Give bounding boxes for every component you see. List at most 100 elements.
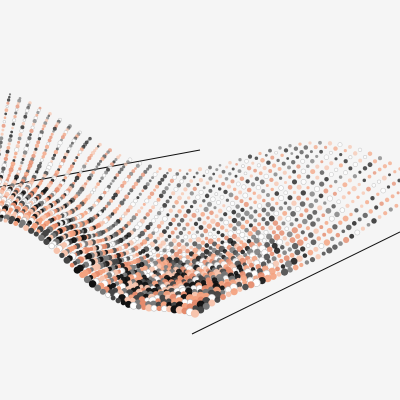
point: [280, 245, 285, 250]
point: [77, 153, 80, 157]
point: [167, 234, 172, 239]
point: [254, 248, 261, 256]
point: [162, 174, 168, 179]
point: [171, 238, 177, 244]
point: [192, 247, 199, 254]
point: [145, 304, 153, 312]
point: [164, 238, 169, 242]
point: [158, 193, 164, 199]
point: [19, 164, 23, 168]
point: [204, 193, 210, 199]
point: [180, 192, 185, 196]
point: [283, 201, 288, 205]
point: [171, 191, 176, 196]
point: [268, 148, 272, 153]
point: [102, 206, 107, 211]
point: [304, 154, 310, 159]
point: [277, 166, 282, 171]
point: [283, 148, 289, 153]
point: [352, 161, 358, 167]
point: [326, 247, 333, 254]
point: [248, 223, 253, 228]
point: [12, 118, 17, 123]
point: [223, 219, 229, 226]
point: [330, 236, 335, 242]
point: [148, 179, 152, 183]
point: [117, 186, 123, 192]
point: [321, 213, 326, 218]
point: [343, 149, 347, 153]
point: [287, 195, 293, 201]
point: [0, 149, 1, 152]
point: [287, 184, 293, 190]
point: [0, 140, 3, 145]
point: [138, 251, 143, 256]
point: [326, 227, 333, 234]
point: [302, 253, 308, 258]
point: [91, 170, 95, 175]
point: [274, 150, 278, 155]
point: [351, 185, 357, 192]
point: [165, 226, 170, 230]
point: [285, 241, 290, 247]
point: [383, 211, 388, 216]
point: [120, 183, 125, 188]
point: [185, 222, 190, 227]
point: [46, 116, 50, 120]
point: [119, 167, 124, 172]
point: [275, 266, 280, 272]
point: [285, 215, 292, 222]
point: [305, 197, 310, 201]
point: [294, 206, 301, 212]
point: [258, 151, 262, 156]
point: [360, 226, 365, 231]
point: [197, 167, 203, 172]
point: [106, 167, 110, 172]
point: [288, 175, 292, 179]
point: [156, 197, 161, 202]
point: [319, 149, 323, 154]
point: [77, 149, 83, 155]
point: [221, 169, 226, 174]
point: [323, 188, 329, 194]
point: [185, 254, 190, 260]
point: [276, 238, 283, 246]
point: [259, 179, 265, 185]
point: [315, 254, 321, 260]
point: [185, 248, 190, 254]
point: [63, 256, 71, 264]
point: [200, 211, 206, 217]
point: [178, 230, 184, 236]
point: [20, 161, 24, 165]
point: [151, 248, 157, 254]
point: [366, 186, 371, 192]
point: [25, 143, 29, 148]
point: [8, 93, 12, 96]
point: [282, 236, 287, 241]
point: [204, 236, 209, 241]
point: [160, 177, 165, 182]
point: [271, 242, 278, 249]
point: [167, 183, 171, 186]
point: [263, 274, 272, 283]
point: [189, 191, 194, 196]
point: [262, 165, 267, 171]
point: [178, 169, 182, 172]
point: [240, 249, 246, 255]
point: [258, 233, 265, 240]
point: [243, 253, 248, 258]
point: [53, 149, 59, 155]
point: [88, 280, 97, 288]
point: [129, 171, 134, 176]
point: [141, 304, 147, 310]
point: [228, 160, 232, 165]
point: [306, 174, 311, 179]
point: [35, 113, 39, 117]
point: [29, 133, 32, 137]
point: [100, 176, 104, 181]
point: [283, 180, 288, 185]
point: [312, 209, 318, 215]
point: [187, 231, 191, 235]
point: [1, 170, 5, 174]
point: [217, 208, 223, 214]
